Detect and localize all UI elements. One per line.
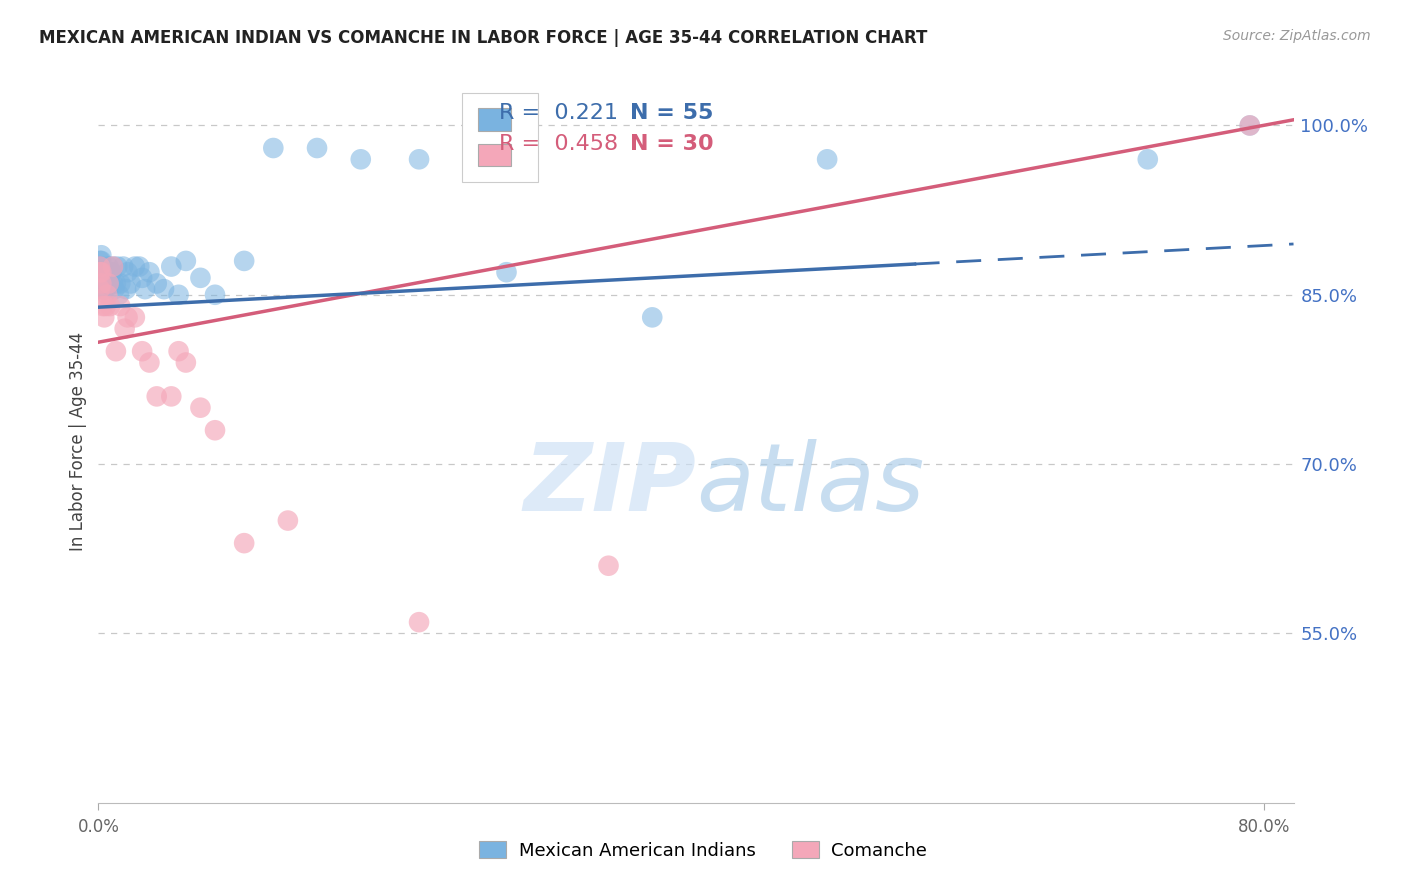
Point: [97, 260, 120, 274]
Point: [105, 260, 128, 274]
Text: N = 55: N = 55: [630, 103, 714, 123]
Point: [350, 153, 373, 167]
Point: [98, 274, 121, 288]
Point: [89, 260, 111, 274]
Point: [138, 265, 160, 279]
Point: [110, 277, 132, 291]
Text: R =  0.458: R = 0.458: [499, 134, 617, 153]
Point: [167, 344, 190, 359]
Point: [190, 270, 212, 285]
Point: [101, 260, 124, 274]
Text: ZIP: ZIP: [523, 439, 696, 531]
Point: [641, 310, 664, 325]
Point: [89, 253, 111, 268]
Point: [98, 299, 121, 313]
Point: [167, 287, 190, 301]
Text: MEXICAN AMERICAN INDIAN VS COMANCHE IN LABOR FORCE | AGE 35-44 CORRELATION CHART: MEXICAN AMERICAN INDIAN VS COMANCHE IN L…: [39, 29, 928, 46]
Point: [117, 310, 139, 325]
Point: [89, 265, 111, 279]
Point: [90, 248, 112, 262]
Point: [114, 321, 136, 335]
Point: [233, 536, 256, 550]
Point: [98, 265, 121, 279]
Point: [90, 253, 112, 268]
Text: N = 30: N = 30: [630, 134, 714, 153]
Point: [117, 265, 139, 279]
Legend: Mexican American Indians, Comanche: Mexican American Indians, Comanche: [471, 834, 935, 867]
Point: [262, 141, 284, 155]
Point: [128, 260, 150, 274]
Point: [89, 277, 111, 291]
Point: [89, 265, 111, 279]
Point: [110, 299, 132, 313]
Point: [131, 344, 153, 359]
Point: [90, 260, 112, 274]
Point: [94, 282, 117, 296]
Point: [96, 265, 118, 279]
Point: [90, 282, 112, 296]
Text: Source: ZipAtlas.com: Source: ZipAtlas.com: [1223, 29, 1371, 43]
Point: [153, 282, 176, 296]
Point: [89, 260, 111, 274]
Point: [89, 270, 111, 285]
Point: [100, 265, 122, 279]
Point: [89, 282, 111, 296]
Point: [138, 355, 160, 369]
Point: [598, 558, 620, 573]
Point: [124, 260, 146, 274]
Point: [104, 277, 127, 291]
Point: [115, 282, 138, 296]
Point: [94, 265, 117, 279]
Point: [93, 282, 115, 296]
Point: [94, 299, 117, 313]
Text: atlas: atlas: [696, 440, 924, 531]
Point: [112, 260, 135, 274]
Point: [104, 344, 127, 359]
Point: [277, 514, 299, 528]
Text: R =  0.221: R = 0.221: [499, 103, 617, 123]
Point: [131, 270, 153, 285]
Point: [305, 141, 328, 155]
Point: [1136, 153, 1159, 167]
Point: [815, 153, 838, 167]
Point: [174, 253, 197, 268]
Point: [204, 287, 226, 301]
Point: [103, 282, 125, 296]
Point: [1239, 119, 1261, 133]
Point: [91, 277, 114, 291]
Point: [97, 277, 120, 291]
Point: [160, 260, 183, 274]
Point: [174, 355, 197, 369]
Point: [96, 274, 118, 288]
Point: [108, 287, 131, 301]
Point: [93, 310, 115, 325]
Point: [190, 401, 212, 415]
Point: [93, 277, 115, 291]
Point: [96, 287, 118, 301]
Point: [91, 265, 114, 279]
Point: [101, 277, 124, 291]
Point: [233, 253, 256, 268]
Point: [101, 260, 124, 274]
Point: [120, 277, 142, 291]
Point: [90, 277, 112, 291]
Point: [90, 265, 112, 279]
Legend: , : ,: [463, 93, 537, 182]
Point: [1239, 119, 1261, 133]
Point: [145, 277, 167, 291]
Point: [91, 299, 114, 313]
Point: [124, 310, 146, 325]
Point: [145, 389, 167, 403]
Point: [90, 265, 112, 279]
Point: [495, 265, 517, 279]
Point: [408, 615, 430, 629]
Point: [408, 153, 430, 167]
Y-axis label: In Labor Force | Age 35-44: In Labor Force | Age 35-44: [69, 332, 87, 551]
Point: [134, 282, 156, 296]
Point: [160, 389, 183, 403]
Point: [204, 423, 226, 437]
